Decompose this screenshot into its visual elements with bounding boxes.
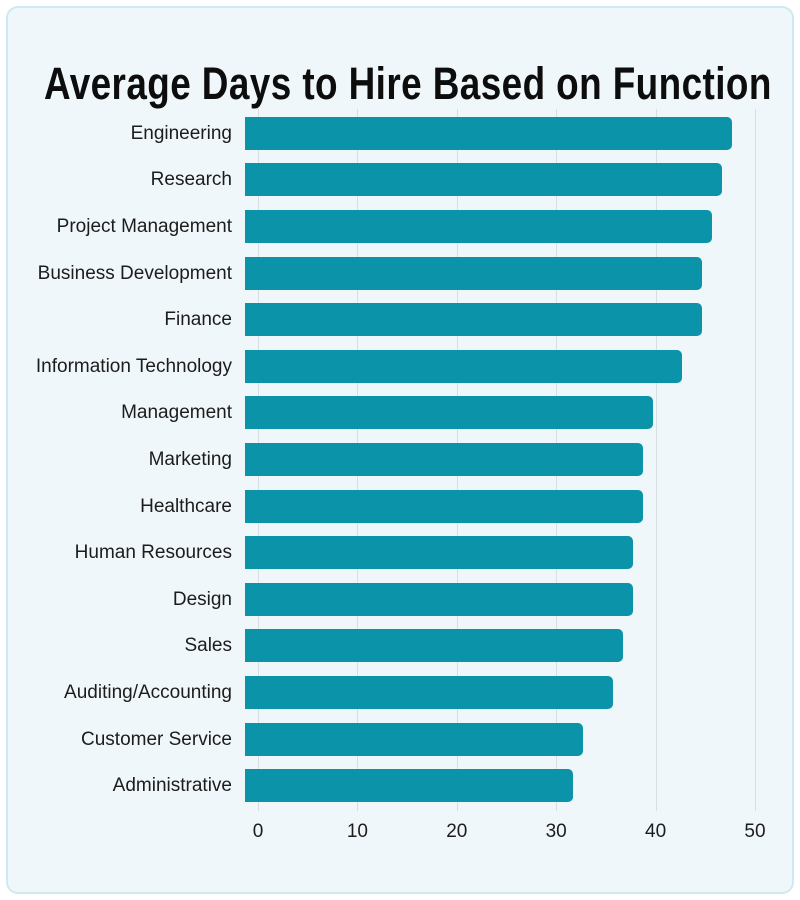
bar: [245, 489, 643, 523]
category-label: Administrative: [112, 775, 232, 797]
bar-track: [245, 675, 742, 709]
chart-title: Average Days to Hire Based on Function: [44, 58, 772, 110]
category-label: Business Development: [37, 262, 232, 284]
bar-track: [245, 303, 742, 337]
bar: [245, 536, 633, 570]
bar-track: [245, 536, 742, 570]
category-label: Information Technology: [35, 355, 232, 377]
bar: [245, 396, 653, 430]
x-tick-label: 50: [744, 821, 766, 842]
bar: [245, 629, 623, 663]
x-tick-label: 30: [545, 821, 567, 842]
bar-row: Sales: [8, 623, 755, 670]
category-label: Healthcare: [140, 495, 232, 517]
category-label: Auditing/Accounting: [64, 681, 232, 703]
bar: [245, 209, 713, 243]
bar-track: [245, 489, 742, 523]
bar: [245, 675, 613, 709]
bar-track: [245, 116, 742, 150]
bar-row: Finance: [8, 296, 755, 343]
bar-track: [245, 209, 742, 243]
bar-track: [245, 769, 742, 803]
bar-row: Customer Service: [8, 716, 755, 763]
x-tick-label: 20: [446, 821, 468, 842]
bar-track: [245, 256, 742, 290]
x-tick-label: 0: [252, 821, 264, 842]
bar-row: Information Technology: [8, 343, 755, 390]
bar-row: Business Development: [8, 250, 755, 297]
bar-track: [245, 163, 742, 197]
category-label: Finance: [164, 309, 232, 331]
bar: [245, 116, 733, 150]
x-tick-label: 40: [645, 821, 667, 842]
bar: [245, 349, 683, 383]
bar: [245, 582, 633, 616]
category-label: Management: [121, 402, 232, 424]
bar-track: [245, 629, 742, 663]
bar-row: Auditing/Accounting: [8, 669, 755, 716]
bar-row: Project Management: [8, 203, 755, 250]
bar: [245, 442, 643, 476]
bar-track: [245, 396, 742, 430]
bar-track: [245, 582, 742, 616]
category-label: Engineering: [130, 122, 232, 144]
bar-row: Engineering: [8, 110, 755, 157]
category-label: Customer Service: [81, 728, 232, 750]
bar-row: Human Resources: [8, 529, 755, 576]
category-label: Marketing: [148, 448, 232, 470]
bar: [245, 256, 703, 290]
category-label: Research: [150, 169, 232, 191]
bar: [245, 769, 574, 803]
bar-row: Research: [8, 157, 755, 204]
bar-track: [245, 442, 742, 476]
x-axis: 0 10 20 30 40 50: [253, 817, 766, 845]
gridline: [655, 109, 657, 811]
bar-row: Management: [8, 390, 755, 437]
bar: [245, 303, 703, 337]
category-label: Human Resources: [74, 542, 232, 564]
bar-row: Design: [8, 576, 755, 623]
category-label: Sales: [184, 635, 232, 657]
bar-row: Healthcare: [8, 483, 755, 530]
bar: [245, 163, 723, 197]
bar-row: Marketing: [8, 436, 755, 483]
category-label: Design: [172, 588, 232, 610]
category-label: Project Management: [56, 215, 232, 237]
bar-track: [245, 722, 742, 756]
bar-rows: Engineering Research Project Management Bus…: [8, 110, 755, 809]
bar-row: Administrative: [8, 762, 755, 809]
chart-card: Average Days to Hire Based on Function E…: [6, 6, 794, 894]
gridline: [755, 109, 756, 811]
bar-track: [245, 349, 742, 383]
x-tick-label: 10: [346, 821, 368, 842]
bar: [245, 722, 583, 756]
